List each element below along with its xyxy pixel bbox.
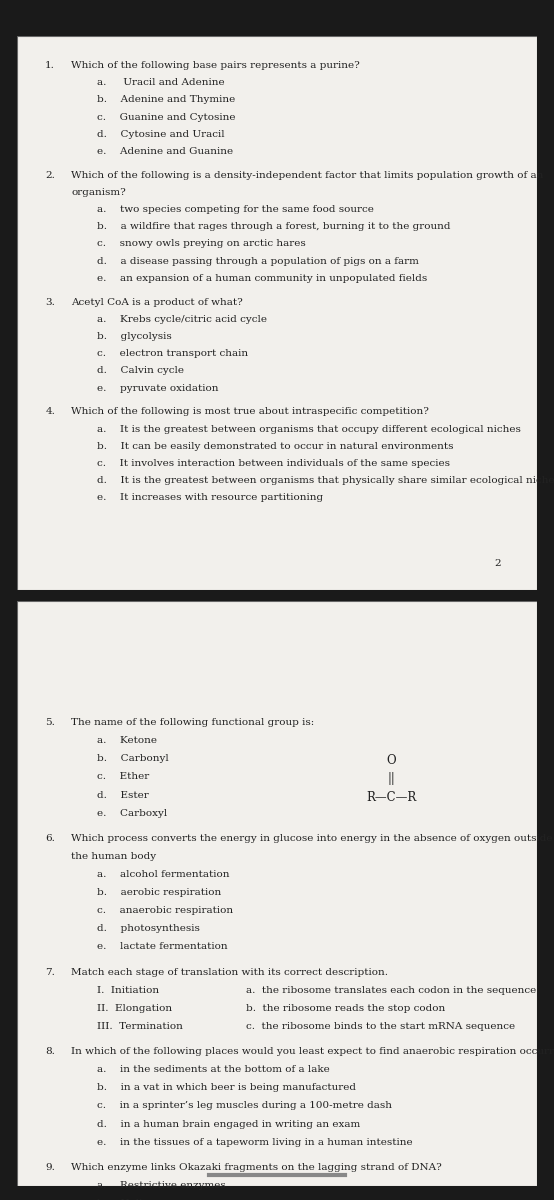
Text: 5.: 5. [45,718,55,727]
Text: The name of the following functional group is:: The name of the following functional gro… [71,718,315,727]
Text: b.  glycolysis: b. glycolysis [98,332,172,341]
Text: b.  It can be easily demonstrated to occur in natural environments: b. It can be easily demonstrated to occu… [98,442,454,451]
Text: the human body: the human body [71,852,156,860]
Text: a.  Krebs cycle/citric acid cycle: a. Krebs cycle/citric acid cycle [98,314,268,324]
Text: ||: || [388,773,396,786]
Text: e.  in the tissues of a tapeworm living in a human intestine: e. in the tissues of a tapeworm living i… [98,1138,413,1147]
Text: 1.: 1. [45,61,55,70]
Text: c.  It involves interaction between individuals of the same species: c. It involves interaction between indiv… [98,460,450,468]
Text: d.  in a human brain engaged in writing an exam: d. in a human brain engaged in writing a… [98,1120,361,1128]
Text: III.  Termination: III. Termination [98,1022,183,1031]
Text: c.  electron transport chain: c. electron transport chain [98,349,248,359]
Text: I.  Initiation: I. Initiation [98,985,160,995]
Text: e.  lactate fermentation: e. lactate fermentation [98,942,228,952]
Text: a.  two species competing for the same food source: a. two species competing for the same fo… [98,205,374,214]
Text: a.  the ribosome translates each codon in the sequence: a. the ribosome translates each codon in… [246,985,536,995]
Text: Which of the following is a density-independent factor that limits population gr: Which of the following is a density-inde… [71,170,543,180]
Text: Match each stage of translation with its correct description.: Match each stage of translation with its… [71,967,388,977]
Text: d.  Cytosine and Uracil: d. Cytosine and Uracil [98,130,225,139]
Text: d.  Calvin cycle: d. Calvin cycle [98,366,184,376]
Text: c.  snowy owls preying on arctic hares: c. snowy owls preying on arctic hares [98,240,306,248]
Text: b.  Carbonyl: b. Carbonyl [98,755,169,763]
Text: c.  Guanine and Cytosine: c. Guanine and Cytosine [98,113,236,121]
Text: Which of the following base pairs represents a purine?: Which of the following base pairs repres… [71,61,360,70]
Text: b.  Adenine and Thymine: b. Adenine and Thymine [98,95,235,104]
Text: b.  the ribosome reads the stop codon: b. the ribosome reads the stop codon [246,1004,445,1013]
Text: e.  an expansion of a human community in unpopulated fields: e. an expansion of a human community in … [98,274,428,283]
Text: Acetyl CoA is a product of what?: Acetyl CoA is a product of what? [71,298,243,307]
Text: c.  anaerobic respiration: c. anaerobic respiration [98,906,233,916]
Text: a.  Ketone: a. Ketone [98,736,157,745]
Text: a.  alcohol fermentation: a. alcohol fermentation [98,870,230,880]
Text: a.  in the sediments at the bottom of a lake: a. in the sediments at the bottom of a l… [98,1066,330,1074]
Text: d.  It is the greatest between organisms that physically share similar ecologica: d. It is the greatest between organisms … [98,476,554,485]
Text: d.  a disease passing through a population of pigs on a farm: d. a disease passing through a populatio… [98,257,419,265]
Text: organism?: organism? [71,188,126,197]
Text: 9.: 9. [45,1163,55,1172]
Text: b.  in a vat in which beer is being manufactured: b. in a vat in which beer is being manuf… [98,1084,356,1092]
Text: 2.: 2. [45,170,55,180]
Text: In which of the following places would you least expect to find anaerobic respir: In which of the following places would y… [71,1048,554,1056]
Text: Which enzyme links Okazaki fragments on the lagging strand of DNA?: Which enzyme links Okazaki fragments on … [71,1163,442,1172]
Text: 4.: 4. [45,408,55,416]
Text: R—C—R: R—C—R [366,791,417,804]
Text: a.  Restrictive enzymes: a. Restrictive enzymes [98,1181,226,1190]
Text: c.  in a sprinter’s leg muscles during a 100-metre dash: c. in a sprinter’s leg muscles during a … [98,1102,392,1110]
Text: b.  a wildfire that rages through a forest, burning it to the ground: b. a wildfire that rages through a fores… [98,222,451,232]
Text: a.  It is the greatest between organisms that occupy different ecological niches: a. It is the greatest between organisms … [98,425,521,433]
Text: e.  Adenine and Guanine: e. Adenine and Guanine [98,146,233,156]
Text: e.  Carboxyl: e. Carboxyl [98,809,168,817]
Text: 2: 2 [494,559,501,569]
Text: Which process converts the energy in glucose into energy in the absence of oxyge: Which process converts the energy in glu… [71,834,554,842]
Text: c.  the ribosome binds to the start mRNA sequence: c. the ribosome binds to the start mRNA … [246,1022,515,1031]
Text: 7.: 7. [45,967,55,977]
Text: Which of the following is most true about intraspecific competition?: Which of the following is most true abou… [71,408,429,416]
Text: 3.: 3. [45,298,55,307]
Text: d.  Ester: d. Ester [98,791,149,799]
Text: 8.: 8. [45,1048,55,1056]
FancyBboxPatch shape [17,36,537,590]
Text: b.  aerobic respiration: b. aerobic respiration [98,888,222,898]
Text: a.   Uracil and Adenine: a. Uracil and Adenine [98,78,225,88]
Text: e.  It increases with resource partitioning: e. It increases with resource partitioni… [98,493,324,503]
Text: O: O [387,755,396,767]
Text: II.  Elongation: II. Elongation [98,1004,172,1013]
Text: d.  photosynthesis: d. photosynthesis [98,924,200,934]
FancyBboxPatch shape [17,601,537,1186]
Text: c.  Ether: c. Ether [98,773,150,781]
Text: e.  pyruvate oxidation: e. pyruvate oxidation [98,384,219,392]
Text: 6.: 6. [45,834,55,842]
